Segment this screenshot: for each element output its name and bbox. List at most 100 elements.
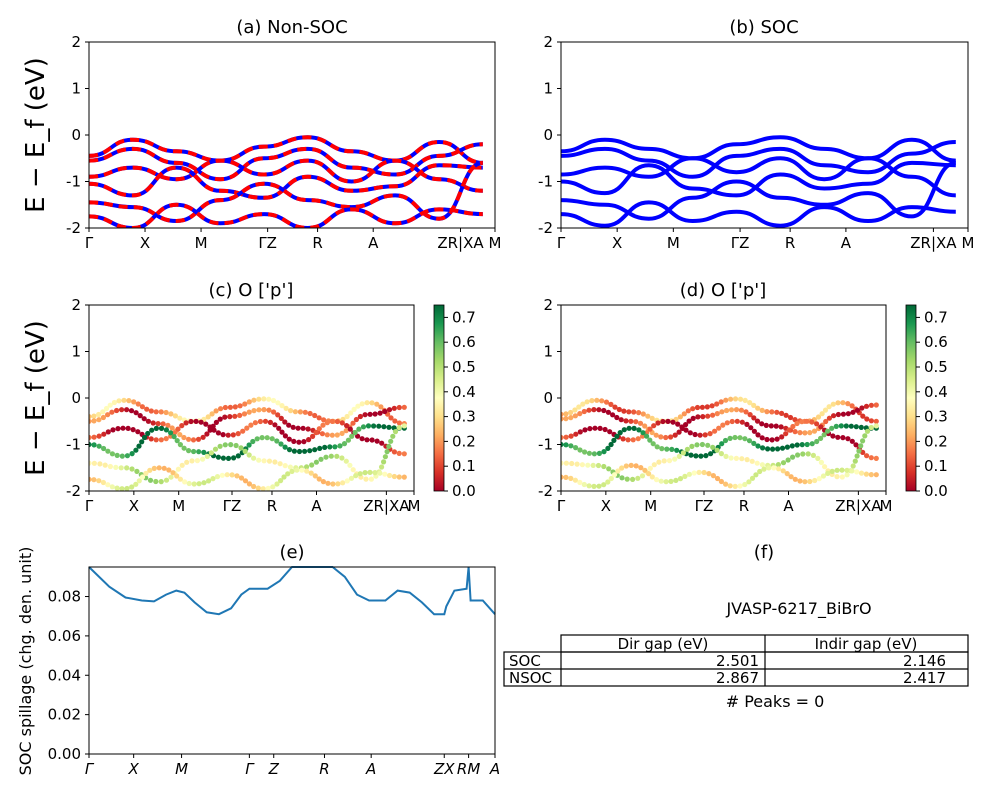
projection-point [623,463,629,469]
projection-point [172,413,178,419]
projection-point [274,481,280,487]
colorbar-tick-label: 0.2 [452,432,476,450]
projection-point [348,410,354,416]
projection-point [282,419,288,425]
projection-point [215,454,221,460]
projection-point [732,434,738,441]
panel-f-title: (f) [754,542,774,563]
projection-point [592,425,598,431]
projection-point [848,423,854,429]
projection-point [761,466,767,472]
projection-point [324,420,330,426]
projection-point [577,479,583,485]
projection-point [391,405,397,411]
projection-point [135,429,141,435]
projection-point [779,445,786,451]
projection-point [563,460,570,466]
projection-point [561,411,564,417]
projection-point [374,401,380,407]
projection-point [694,404,701,411]
projection-point [396,404,402,411]
projection-point [222,442,228,448]
projection-point [729,418,735,425]
projection-point [355,433,361,439]
projection-point [601,463,607,470]
projection-point [334,453,340,459]
projection-point [753,472,759,478]
projection-point [718,451,725,457]
projection-point [318,456,324,462]
projection-point [589,398,595,404]
projection-point [129,451,135,457]
projection-point [296,448,303,455]
projection-point [205,414,211,420]
projection-point [561,474,564,480]
colorbar-tick-label: 0.0 [924,482,948,500]
projection-point [795,452,801,458]
projection-point [644,433,650,439]
projection-point [656,459,662,465]
panel-c-ytick-label: 0 [71,389,81,407]
projection-point [792,429,798,435]
projection-point [673,477,679,483]
projection-point [339,430,345,436]
projection-point [174,473,180,479]
projection-point [709,403,715,409]
table-cell: 2.417 [903,669,946,687]
projection-point [804,418,810,424]
projection-point [659,446,665,452]
projection-point [621,427,627,433]
projection-point [705,413,711,419]
projection-point [576,404,582,410]
projection-point [396,420,402,426]
panel-a-xtick-label: ΓZ [258,234,277,252]
projection-point [144,406,150,412]
projection-point [834,474,840,480]
projection-point [864,453,870,459]
projection-point [237,412,243,418]
projection-point [198,419,204,425]
projection-point [689,443,695,449]
panel-b-plot: 2 1 0 -1 -2Γ X M ΓZ R A ZR|XA M [538,33,974,252]
projection-point [615,468,621,474]
panel-a-xtick-label: A [368,234,379,252]
projection-point [220,455,226,461]
projection-point [150,420,156,426]
projection-point [839,467,845,473]
panel-e-xtick-label: A [365,760,376,778]
projection-point [203,421,209,427]
projection-point [728,455,734,461]
projection-point [577,447,583,453]
projection-point [647,437,653,443]
projection-point [821,432,827,438]
projection-point [322,444,328,450]
table-col-header: Indir gap (eV) [815,635,918,653]
projection-point [364,437,370,443]
projection-point [563,474,569,480]
band-line-dashed [89,158,483,193]
projection-point [165,422,171,428]
projection-point [802,430,808,436]
projection-point [708,451,714,457]
projection-point [591,407,597,413]
table-cell: 2.501 [716,652,759,670]
projection-point [728,407,735,413]
projection-point [107,402,113,408]
projection-point [607,429,613,435]
projection-point [623,418,629,424]
projection-point [286,447,293,453]
projection-point [694,442,700,448]
projection-point [707,431,713,437]
projection-point [732,396,739,402]
projection-point [160,421,166,427]
projection-point [856,448,862,454]
projection-point [775,462,782,468]
projection-point [248,422,254,428]
projection-point [581,481,587,488]
panel-d: (d) O ['p'] 210-1-2Γ X M ΓZ R A ZR|XAM 0.70.60… [538,280,948,515]
projection-point [352,429,358,436]
projection-point [596,407,602,413]
colorbar-scale [433,304,445,492]
projection-point [771,465,777,471]
projection-point [291,438,297,444]
